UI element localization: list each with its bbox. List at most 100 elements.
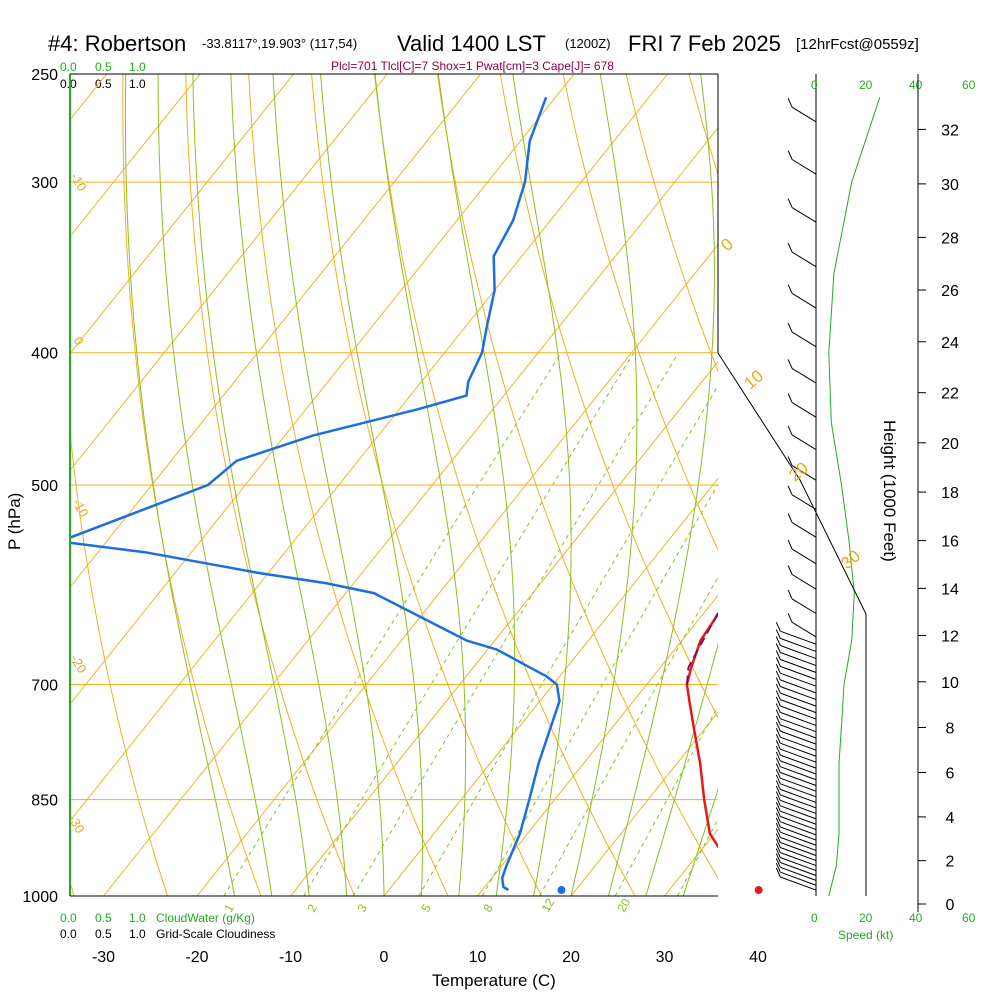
height-tick-label: 4 <box>946 810 955 827</box>
wind-barb-flag <box>775 715 781 726</box>
wind-barb-staff <box>780 772 817 786</box>
height-tick-label: 18 <box>941 485 959 502</box>
speed-tick: 60 <box>962 911 976 925</box>
wind-barb-staff <box>780 821 817 836</box>
moist-adiabat-line <box>512 74 572 896</box>
moist-adiabat-line <box>157 74 273 896</box>
height-tick-label: 16 <box>941 534 959 551</box>
cloud-scale-label: 0.0 <box>60 911 77 925</box>
dry-adiabat-line <box>752 74 1000 896</box>
height-tick-label: 12 <box>941 628 959 645</box>
mixing-ratio-line <box>539 576 718 896</box>
cloud-scale-label: 0.0 <box>60 77 77 91</box>
wind-barb-flag <box>787 565 793 575</box>
wind-barb-staff <box>780 852 817 867</box>
mixing-ratio-label: 2 <box>304 901 320 914</box>
wind-barb-flag <box>775 677 781 687</box>
speed-tick: 60 <box>962 78 976 92</box>
dry-adiabat-line <box>815 74 1000 896</box>
wind-barb-staff <box>780 672 817 687</box>
pressure-tick-label: 250 <box>31 67 58 84</box>
height-tick-label: 14 <box>941 581 959 598</box>
pressure-axis-ticks: 250 300 400 500 700 850 1000 <box>22 67 58 906</box>
wind-barb-staff <box>791 621 817 638</box>
temperature-tick-label: -10 <box>279 949 302 966</box>
cloud-scale-label: 0.5 <box>95 927 112 941</box>
isotherm-label: -30 <box>65 812 87 836</box>
height-tick-label: 0 <box>946 897 955 914</box>
wind-barb-flag <box>775 785 781 796</box>
dewpoint-profile-line <box>70 96 561 892</box>
wind-barb-staff <box>780 679 817 694</box>
wind-barb-flag <box>775 739 781 750</box>
mixing-ratio-label: 12 <box>538 896 557 915</box>
pressure-tick-label: 500 <box>31 478 58 495</box>
wind-barb-flag <box>787 425 793 436</box>
wind-barb-staff <box>780 857 817 872</box>
mixing-ratio-lines <box>223 352 718 896</box>
wind-barb-flag <box>787 613 793 623</box>
wind-barb-flag <box>775 812 781 823</box>
wind-barb-flag <box>775 650 781 660</box>
wind-barb-staff <box>780 659 817 674</box>
wind-barb-staff <box>780 777 817 792</box>
cloudwater-scale-top: 0.0 0.5 1.0 0.0 0.5 1.0 <box>60 60 146 91</box>
wind-barb-staff <box>780 871 817 886</box>
mixing-ratio-label: 5 <box>418 901 434 914</box>
pressure-tick-label: 1000 <box>22 889 58 906</box>
wind-barb-staff <box>791 106 817 123</box>
wind-barb-flag <box>775 796 781 807</box>
wind-barb-staff <box>780 783 817 798</box>
speed-tick: 0 <box>811 911 818 925</box>
speed-scale-bottom: 0 20 40 60 Speed (kt) <box>811 911 976 942</box>
wind-barb-staff <box>780 816 817 831</box>
temperature-tick-label: 30 <box>656 949 674 966</box>
wind-barb-flag <box>775 727 781 738</box>
height-tick-label: 26 <box>941 283 959 300</box>
wind-barb-flag <box>787 485 793 496</box>
cloud-scale-label: 1.0 <box>129 911 146 925</box>
isotherm-label: 0 <box>717 234 736 255</box>
wind-barb-staff <box>780 724 817 739</box>
cloud-scale-label: 1.0 <box>129 927 146 941</box>
dry-adiabat-line <box>70 426 168 896</box>
wind-barb-flag <box>787 198 793 208</box>
wind-barb-flag <box>775 780 781 790</box>
parcel-path-line <box>685 610 718 685</box>
mixing-ratio-labels: 1 2 3 5 8 12 20 <box>221 896 633 915</box>
pressure-axis-label: P (hPa) <box>5 493 24 550</box>
wind-barb-staff <box>780 766 817 781</box>
pressure-tick-label: 300 <box>31 175 58 192</box>
speed-tick: 40 <box>909 911 923 925</box>
wind-barb-flag <box>775 643 781 653</box>
forecast-info: [12hrFcst@0559z] <box>796 36 919 53</box>
temperature-tick-label: -30 <box>92 949 115 966</box>
speed-tick: 0 <box>811 78 818 92</box>
wind-barb-staff <box>780 665 817 680</box>
wind-barb-staff <box>780 799 817 814</box>
wind-barb-staff <box>780 705 817 720</box>
wind-barb-staff <box>791 207 817 223</box>
wind-barb-staff <box>780 730 817 745</box>
wind-barb-flag <box>775 867 781 878</box>
wind-barb-flag <box>775 848 781 858</box>
mixing-ratio-line <box>418 384 718 896</box>
cloud-scale-label: 0.0 <box>60 927 77 941</box>
isotherm-line <box>0 74 13 896</box>
wind-barb-staff <box>780 736 817 751</box>
wind-barb-flag <box>775 745 781 756</box>
wind-barb-staff <box>780 686 817 701</box>
wind-barb-staff <box>791 159 817 175</box>
wind-barb-flag <box>775 703 781 713</box>
wind-barb-staff <box>780 810 817 825</box>
wind-barb-staff <box>780 692 817 707</box>
height-tick-label: 10 <box>941 675 959 692</box>
wind-panel-boundary <box>717 352 867 896</box>
pressure-tick-label: 400 <box>31 346 58 363</box>
wind-barb-staff <box>780 805 817 820</box>
wind-barb-flag <box>775 696 781 707</box>
moist-adiabat-line <box>682 788 718 896</box>
height-tick-label: 32 <box>941 122 959 139</box>
wind-barb-flag <box>775 801 781 812</box>
